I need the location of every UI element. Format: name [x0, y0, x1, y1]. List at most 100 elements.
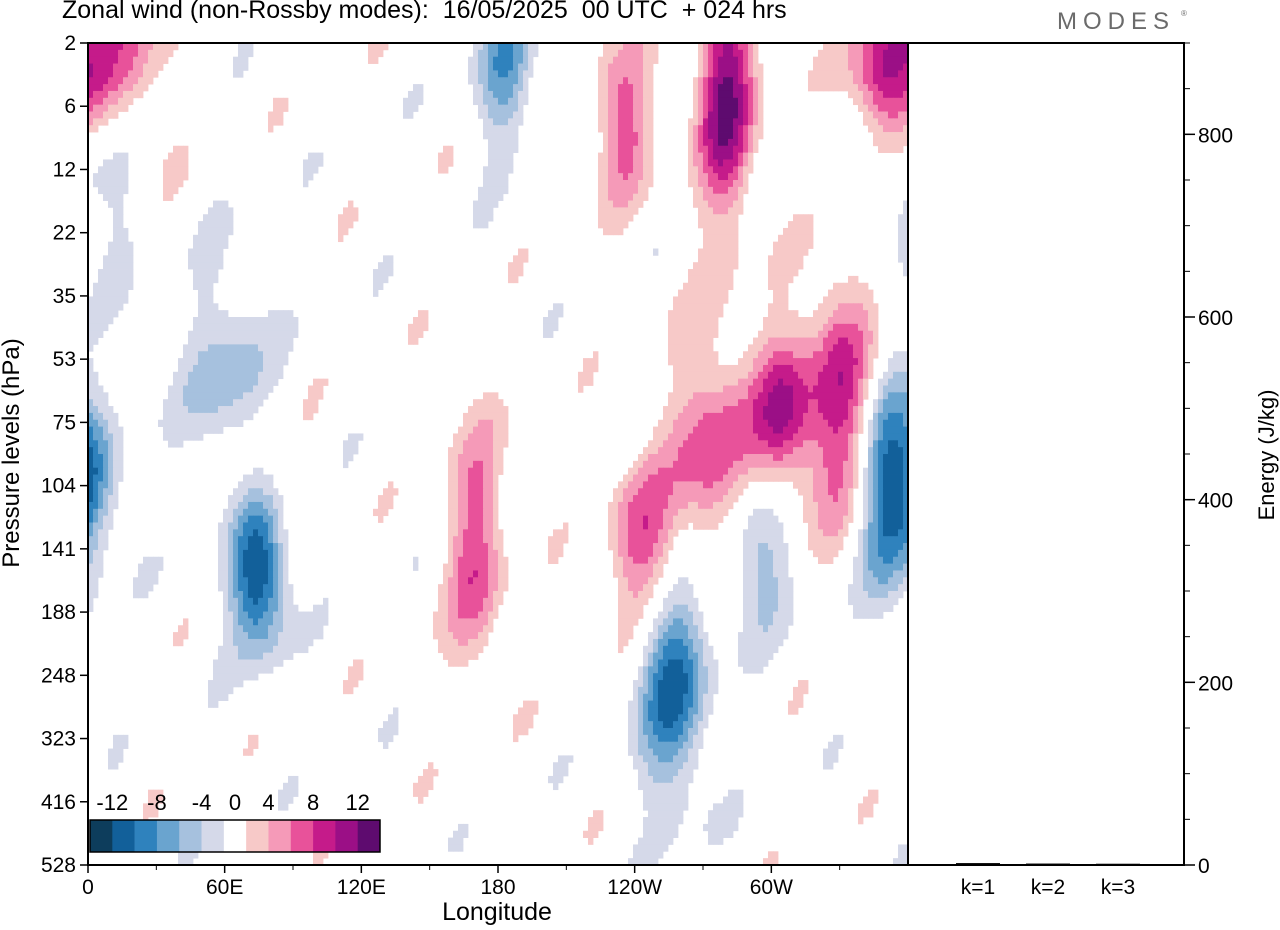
heatmap-cell [528, 43, 534, 51]
heatmap-cell [688, 454, 694, 462]
heatmap-cell [473, 207, 479, 215]
heatmap-cell [858, 90, 864, 99]
heatmap-cell [103, 166, 109, 174]
heatmap-cell [493, 549, 499, 558]
heatmap-cell [418, 330, 424, 338]
heatmap-cell [638, 501, 644, 510]
heatmap-cell [108, 90, 114, 99]
heatmap-cell [218, 351, 224, 359]
heatmap-cell [198, 419, 204, 427]
heatmap-cell [163, 433, 169, 441]
heatmap-cell [728, 501, 734, 510]
heatmap-cell [638, 43, 644, 51]
heatmap-cell [658, 501, 664, 510]
heatmap-cell [708, 392, 714, 400]
heatmap-cell [503, 77, 509, 85]
heatmap-cell [773, 604, 779, 612]
heatmap-cell [718, 515, 724, 523]
heatmap-cell [208, 282, 214, 290]
heatmap-cell [718, 481, 724, 489]
heatmap-cell [353, 207, 359, 215]
heatmap-cell [878, 77, 884, 85]
heatmap-cell [773, 275, 779, 284]
heatmap-cell [733, 419, 739, 427]
heatmap-cell [738, 460, 744, 469]
heatmap-cell [683, 303, 689, 311]
heatmap-cell [148, 584, 154, 592]
heatmap-cell [288, 591, 294, 599]
heatmap-cell [633, 104, 639, 112]
heatmap-cell [748, 385, 754, 393]
heatmap-cell [483, 597, 489, 606]
heatmap-cell [463, 556, 469, 564]
heatmap-cell [108, 474, 114, 482]
heatmap-cell [688, 118, 694, 126]
heatmap-cell [98, 118, 104, 126]
heatmap-cell [478, 522, 484, 530]
heatmap-cell [768, 371, 774, 380]
heatmap-cell [803, 412, 809, 421]
heatmap-cell [768, 351, 774, 359]
heatmap-cell [723, 180, 729, 188]
heatmap-cell [743, 447, 749, 455]
heatmap-cell [833, 303, 839, 311]
heatmap-cell [728, 145, 734, 153]
heatmap-cell [498, 111, 504, 119]
heatmap-cell [373, 289, 379, 297]
heatmap-cell [843, 317, 849, 325]
heatmap-cell [703, 440, 709, 448]
heatmap-cell [898, 84, 904, 92]
heatmap-cell [448, 467, 454, 475]
heatmap-cell [613, 556, 619, 564]
heatmap-cell [698, 63, 704, 71]
heatmap-cell [463, 481, 469, 489]
heatmap-cell [818, 481, 824, 489]
heatmap-cell [763, 317, 769, 325]
heatmap-cell [468, 556, 474, 564]
heatmap-cell [218, 378, 224, 386]
heatmap-cell [633, 43, 639, 51]
heatmap-cell [638, 570, 644, 578]
heatmap-cell [628, 584, 634, 592]
heatmap-cell [278, 495, 284, 503]
heatmap-cell [453, 460, 459, 469]
heatmap-cell [718, 84, 724, 92]
heatmap-cell [808, 227, 814, 236]
heatmap-cell [878, 604, 884, 612]
heatmap-cell [898, 536, 904, 544]
heatmap-cell [483, 207, 489, 215]
heatmap-cell [888, 358, 894, 366]
heatmap-cell [738, 138, 744, 147]
heatmap-cell [208, 399, 214, 407]
heatmap-cell [248, 488, 254, 496]
heatmap-cell [658, 460, 664, 469]
heatmap-cell [448, 488, 454, 496]
heatmap-cell [728, 454, 734, 462]
heatmap-cell [303, 618, 309, 626]
heatmap-cell [763, 529, 769, 537]
heatmap-cell [768, 317, 774, 325]
heatmap-cell [878, 591, 884, 599]
heatmap-cell [303, 406, 309, 414]
heatmap-cell [513, 262, 519, 270]
heatmap-cell [478, 543, 484, 551]
heatmap-cell [763, 474, 769, 482]
heatmap-cell [703, 317, 709, 325]
heatmap-cell [813, 508, 819, 517]
heatmap-cell [863, 70, 869, 78]
heatmap-cell [308, 166, 314, 174]
heatmap-cell [488, 426, 494, 434]
heatmap-cell [743, 125, 749, 133]
heatmap-cell [608, 63, 614, 71]
heatmap-cell [718, 474, 724, 482]
heatmap-cell [748, 536, 754, 544]
heatmap-cell [848, 433, 854, 441]
heatmap-cell [883, 426, 889, 434]
heatmap-cell [728, 118, 734, 126]
heatmap-cell [723, 399, 729, 407]
heatmap-cell [888, 481, 894, 489]
heatmap-cell [848, 63, 854, 71]
heatmap-cell [118, 269, 124, 277]
heatmap-cell [93, 125, 99, 133]
heatmap-cell [628, 508, 634, 517]
